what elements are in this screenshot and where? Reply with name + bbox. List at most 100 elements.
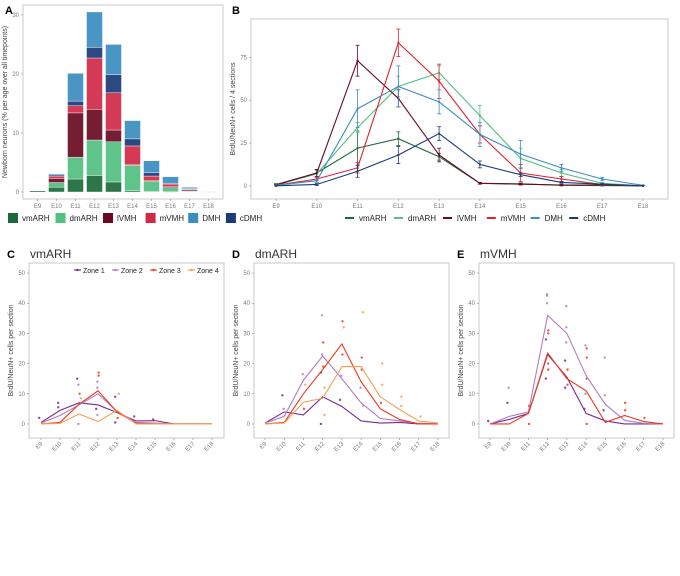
bar-lVMH xyxy=(105,129,122,143)
x-tick-label: E10 xyxy=(311,204,322,210)
x-tick-label: E12 xyxy=(314,441,326,453)
data-point xyxy=(338,398,342,402)
data-point xyxy=(340,374,343,377)
y-axis-label: Newborn neurons (% per age over all time… xyxy=(2,26,9,178)
data-point xyxy=(547,332,550,335)
data-point xyxy=(397,85,400,88)
data-point xyxy=(603,394,606,397)
data-point xyxy=(304,383,307,386)
x-tick-label: E16 xyxy=(556,204,567,210)
data-point xyxy=(602,409,605,412)
data-point xyxy=(397,153,400,157)
x-tick-label: E18 xyxy=(638,204,649,210)
bar-mVMH xyxy=(67,105,84,114)
data-point xyxy=(379,401,383,405)
panel-label: E xyxy=(457,249,464,261)
y-tick-label: 25 xyxy=(240,141,247,147)
bar-dmARH xyxy=(67,156,84,180)
legend-label: dmARH xyxy=(408,214,436,223)
data-point xyxy=(623,409,627,412)
legend-dot xyxy=(114,268,117,272)
data-point xyxy=(478,163,481,166)
x-tick-label: E18 xyxy=(655,441,667,453)
legend-label: mVMH xyxy=(160,214,185,223)
x-tick-label: E10 xyxy=(52,441,64,453)
x-tick-label: E9 xyxy=(34,204,42,210)
data-point xyxy=(519,173,522,176)
y-tick-label: 40 xyxy=(18,301,25,307)
bar-vmARH xyxy=(86,175,103,193)
data-point xyxy=(506,401,509,405)
data-point xyxy=(356,170,359,173)
legend-label: DMH xyxy=(202,214,220,223)
series-line-Zone-1 xyxy=(40,402,212,425)
data-point xyxy=(545,294,549,297)
data-point xyxy=(117,392,121,395)
x-tick-label: E18 xyxy=(430,441,442,453)
data-point xyxy=(114,395,117,398)
data-point xyxy=(566,383,569,386)
data-point xyxy=(282,407,285,411)
panel-label: A xyxy=(5,5,13,17)
data-point xyxy=(527,422,531,426)
data-point xyxy=(57,406,60,409)
data-point xyxy=(601,183,604,186)
bar-DMH xyxy=(162,176,179,184)
panel-c: 0 10 20 30 40 50 E9 E10 E11 E12 E13 E14 E15 E16 E17 E18… xyxy=(7,247,225,453)
data-point xyxy=(565,341,568,344)
data-point xyxy=(438,100,441,103)
x-tick-label: E9 xyxy=(259,441,269,451)
x-tick-label: E17 xyxy=(635,441,647,453)
bar-dmARH xyxy=(124,165,141,192)
bar-cDMH xyxy=(124,138,141,147)
x-tick-label: E14 xyxy=(353,441,365,453)
data-point xyxy=(315,171,318,175)
data-point xyxy=(320,353,324,356)
data-point xyxy=(641,184,645,187)
data-point xyxy=(77,383,80,386)
x-tick-label: E17 xyxy=(597,204,608,210)
x-tick-label: E15 xyxy=(597,441,609,453)
data-point xyxy=(152,418,155,421)
y-tick-label: 10 xyxy=(12,131,19,137)
data-point xyxy=(380,362,384,365)
y-tick-label: 20 xyxy=(468,362,475,368)
bar-dmARH xyxy=(86,139,103,176)
panel-label: D xyxy=(232,249,240,261)
bar-DMH xyxy=(124,120,141,140)
data-point xyxy=(507,386,510,389)
x-tick-label: E17 xyxy=(185,441,197,453)
legend-swatch xyxy=(55,213,66,223)
data-point xyxy=(95,407,98,411)
data-point xyxy=(359,386,362,389)
data-point xyxy=(603,356,606,359)
bar-vmARH xyxy=(105,181,122,193)
data-point xyxy=(519,153,522,156)
y-tick-label: 75 xyxy=(240,55,247,61)
bar-mVMH xyxy=(86,57,103,110)
bar-DMH xyxy=(86,11,103,48)
data-point xyxy=(438,153,441,157)
series-line-Zone-3 xyxy=(264,342,438,425)
y-axis-label: BrdU/NeuN+ cells per section xyxy=(8,304,15,396)
data-point xyxy=(77,422,80,426)
panel-label: C xyxy=(7,249,15,261)
series-line-Zone-3 xyxy=(490,351,664,425)
panel-e: 0 10 20 30 40 50 E9 E10 E11 E12 E13 E14 E15 E16 E17 E18… xyxy=(457,247,675,453)
legend-label: dmARH xyxy=(70,214,98,223)
data-point xyxy=(57,401,60,405)
data-point xyxy=(96,386,99,389)
x-tick-label: E12 xyxy=(539,441,551,453)
bar-lVMH xyxy=(48,178,65,183)
y-axis-label: BrdU/NeuN+ cells / 4 sections xyxy=(230,62,237,156)
x-tick-label: E14 xyxy=(475,204,486,210)
legend-label: Zone 2 xyxy=(121,268,143,275)
data-point xyxy=(547,362,550,365)
x-tick-label: E17 xyxy=(184,204,195,210)
data-point xyxy=(315,183,318,186)
data-point xyxy=(438,132,441,135)
x-tick-label: E10 xyxy=(51,204,62,210)
panel-b: 0 25 50 75 E9 E10 E11 E12 E13 E14 E15 E16 E17 E18 BrdU… xyxy=(230,5,669,223)
data-point xyxy=(478,133,481,136)
bar-cDMH xyxy=(67,100,84,107)
